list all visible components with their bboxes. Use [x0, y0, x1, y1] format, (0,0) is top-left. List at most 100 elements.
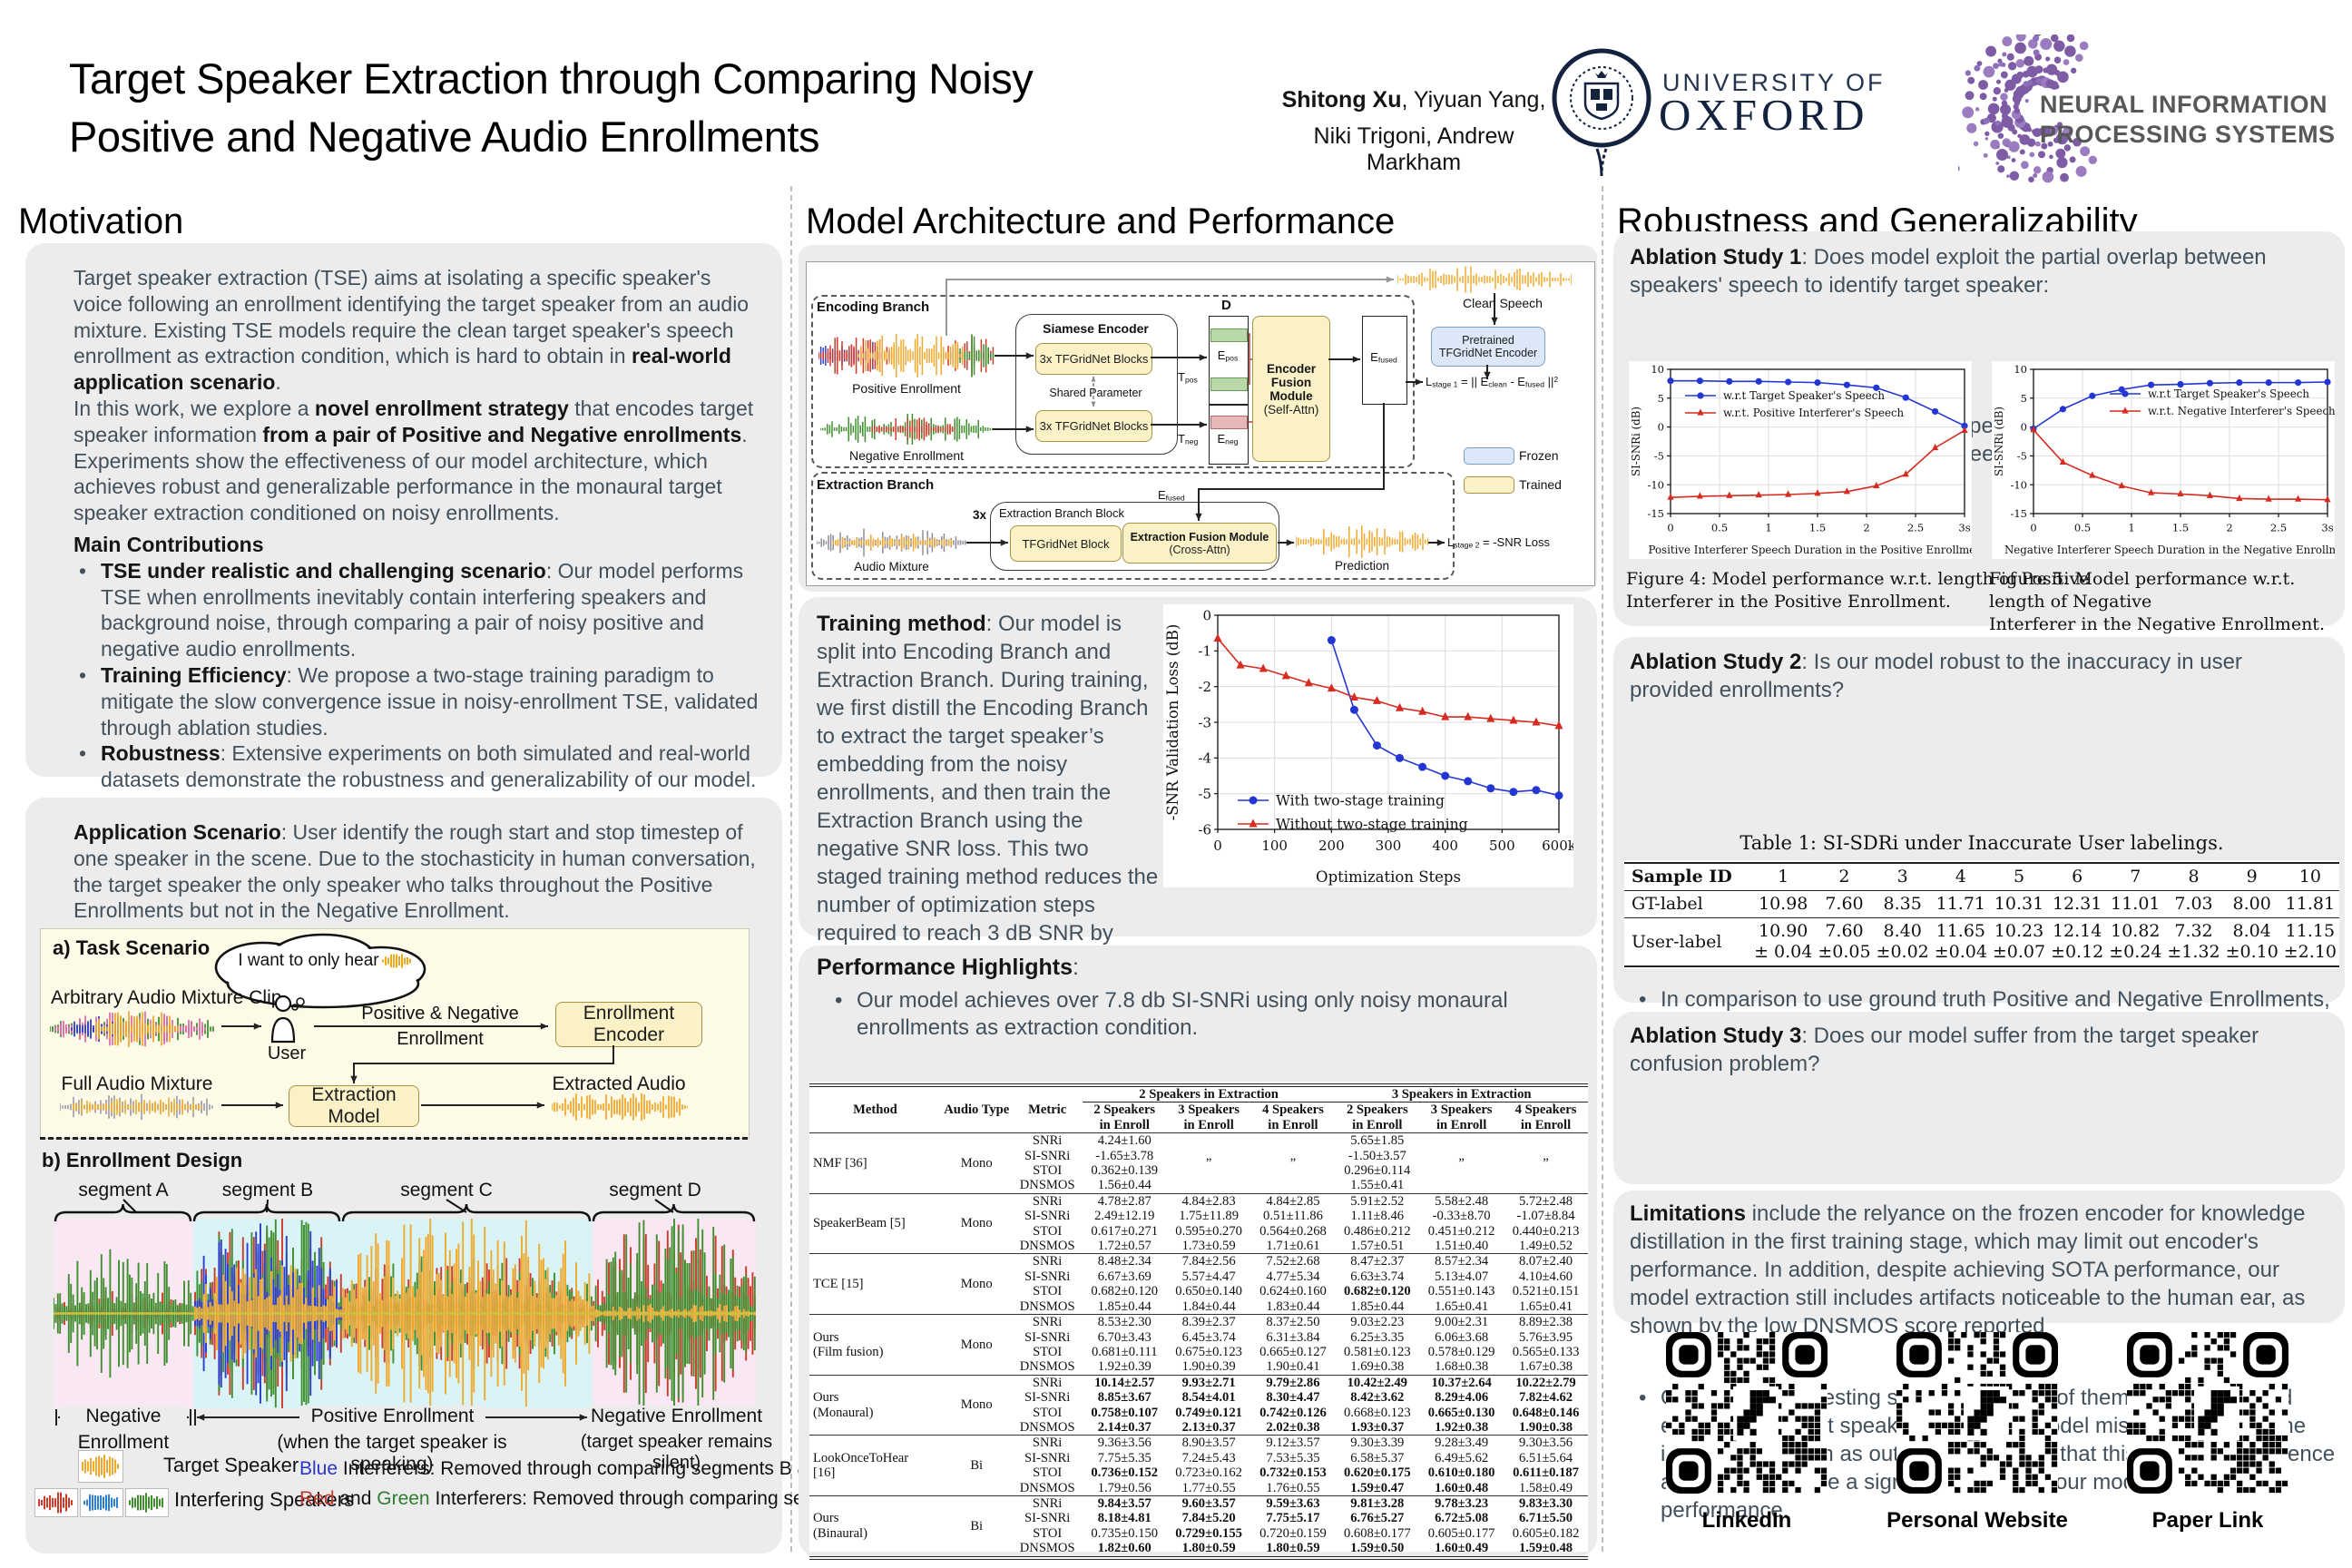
- extraction-model-label: Extraction Model: [311, 1084, 397, 1127]
- user-icon: [265, 995, 309, 1045]
- results-table: Method Audio Type Metric 2 Speakers in Extr…: [809, 1083, 1588, 1560]
- poster-title-line1: Target Speaker Extraction through Compar…: [69, 54, 1034, 103]
- svg-text:-4: -4: [1198, 750, 1211, 767]
- tfgridnet-block-label: TFGridNet Block: [1022, 536, 1110, 551]
- tfgridnet-blocks-top: 3x TFGridNet Blocks: [1035, 343, 1152, 375]
- svg-text:2.5: 2.5: [2270, 522, 2287, 534]
- svg-text:100: 100: [1261, 838, 1288, 854]
- svg-text:-10: -10: [2010, 478, 2027, 491]
- interferer-icon-blue: [80, 1488, 123, 1517]
- mixture-clip-waveform: [49, 1009, 215, 1049]
- training-paragraph: Training method: Our model is split into…: [817, 612, 1159, 974]
- siamese-encoder-label: Siamese Encoder: [1043, 321, 1149, 336]
- figure-divider: [40, 1137, 748, 1140]
- frozen-swatch: [1464, 447, 1514, 465]
- contribution-item: TSE under realistic and challenging scen…: [74, 558, 765, 662]
- svg-text:w.r.t. Negative Interferer's S: w.r.t. Negative Interferer's Speech: [2148, 405, 2335, 417]
- e-neg-strip: [1210, 416, 1248, 429]
- oxford-crest-logo: [1548, 42, 1655, 180]
- limitations-card: [1613, 1191, 2345, 1323]
- neurips-logo-line2: PROCESSING SYSTEMS: [2040, 121, 2336, 148]
- neurips-logo-swirl: [1953, 27, 2126, 184]
- neg-enroll-right-label1: Negative Enrollment: [588, 1406, 765, 1427]
- svg-text:w.r.t. Positive Interferer's S: w.r.t. Positive Interferer's Speech: [1723, 407, 1905, 419]
- svg-text:-6: -6: [1198, 821, 1211, 838]
- shared-parameter-label: Shared Parameter: [1049, 387, 1142, 399]
- legend-interfering-label: Interfering Speakers: [174, 1488, 355, 1511]
- trained-label: Trained: [1519, 477, 1562, 492]
- svg-text:0: 0: [1202, 607, 1211, 623]
- ablation3-card: [1613, 1012, 2345, 1184]
- e-neg-label: Eneg: [1217, 432, 1239, 446]
- user-labeling-table: Sample ID 1 2 3 4 5 6 7 8 9 10 GT-label 10.98 7.60 8.3…: [1624, 862, 2339, 967]
- svg-text:300: 300: [1376, 838, 1402, 854]
- svg-text:Positive Interferer Speech Dur: Positive Interferer Speech Duration in t…: [1648, 544, 1972, 556]
- figure4-chart: 0 0.5 1 1.5 2 2.5 3s 10 5 0 -5 -10 -15 Positive Inter…: [1629, 361, 1987, 559]
- limitations-paragraph: Limitations include the relyance on the …: [1630, 1201, 2306, 1338]
- full-mixture-waveform: [59, 1089, 214, 1125]
- stage2-loss-label: Lstage 2 = -SNR Loss: [1447, 535, 1551, 550]
- svg-text:2: 2: [1863, 522, 1869, 534]
- positive-enrollment-waveform: [818, 332, 995, 379]
- tfgridnet-blocks-label: 3x TFGridNet Blocks: [1039, 419, 1149, 433]
- extraction-fusion-box: Extraction Fusion Module (Cross-Attn): [1122, 523, 1277, 564]
- svg-text:-SNR Validation Loss (dB): -SNR Validation Loss (dB): [1164, 624, 1181, 821]
- extraction-branch-label: Extraction Branch: [817, 477, 935, 493]
- table1-panel: Sample ID 1 2 3 4 5 6 7 8 9 10 GT-label 10.98 7.60 8.3…: [1624, 860, 2339, 969]
- segment-label: segment A: [78, 1180, 169, 1200]
- segment-label: segment D: [609, 1180, 701, 1200]
- task-scenario-label: a) Task Scenario: [53, 936, 211, 959]
- svg-text:400: 400: [1432, 838, 1458, 854]
- training-chart: 0 100 200 300 400 500 600k 0 -1 -2 -3 -4 -5 -6 Optimiz…: [1163, 604, 1577, 887]
- legend-blue-note: Blue Interferers: Removed through compar…: [299, 1458, 829, 1479]
- frozen-label: Frozen: [1519, 448, 1559, 463]
- t-neg-label: Tneg: [1178, 432, 1199, 446]
- enrollment-waveform: [53, 1206, 756, 1421]
- column-divider-2: [1602, 186, 1603, 1552]
- full-mixture-label: Full Audio Mixture: [61, 1073, 213, 1094]
- pos-enroll-label1: Positive Enrollment: [299, 1406, 485, 1427]
- motivation-para1: Target speaker extraction (TSE) aims at …: [74, 266, 750, 395]
- d-label: D: [1221, 298, 1231, 313]
- ablation2-heading: Ablation Study 2: Is our model robust to…: [1630, 650, 2242, 702]
- performance-heading: Performance Highlights:: [817, 955, 1079, 980]
- qr-label-linkedin: LinkedIn: [1701, 1508, 1792, 1533]
- figure4-caption-l1: Figure 4: Model performance w.r.t. lengt…: [1626, 569, 2090, 589]
- svg-text:1.5: 1.5: [2172, 522, 2189, 534]
- svg-text:-5: -5: [1198, 786, 1211, 802]
- svg-text:Without two-stage training: Without two-stage training: [1276, 816, 1468, 832]
- svg-text:0: 0: [1658, 421, 1664, 434]
- positive-enrollment-label: Positive Enrollment: [852, 381, 961, 396]
- figure5-chart: 0 0.5 1 1.5 2 2.5 3s 10 5 0 -5 -10 -15 Negative Inter…: [1992, 361, 2352, 559]
- extraction-model-box: Extraction Model: [289, 1084, 419, 1127]
- authors-line1: Shitong Xu, Yiyuan Yang,: [1281, 87, 1546, 113]
- qr-code-linkedin: [1666, 1332, 1828, 1494]
- contribution-item: Robustness: Extensive experiments on bot…: [74, 740, 765, 793]
- e-pos-label: Epos: [1217, 348, 1239, 363]
- encoder-fusion-label: Encoder Fusion Module: [1266, 361, 1316, 403]
- extraction-block-label: Extraction Branch Block: [999, 506, 1125, 520]
- three-x-label: 3x: [973, 508, 987, 522]
- qr-code-paper-link: [2127, 1332, 2288, 1494]
- pretrained-label2: TFGridNet Encoder: [1438, 347, 1538, 359]
- encoder-fusion-sublabel: (Self-Attn): [1263, 402, 1319, 416]
- svg-text:-1: -1: [1198, 643, 1211, 660]
- svg-text:2.5: 2.5: [1907, 522, 1924, 534]
- qr-label-paper-link: Paper Link: [2151, 1508, 2264, 1533]
- enrollment-arrow-label1: Positive & Negative: [361, 1004, 519, 1024]
- tfgridnet-blocks-label: 3x TFGridNet Blocks: [1039, 352, 1149, 366]
- prediction-label: Prediction: [1334, 559, 1390, 573]
- extraction-branch-box: [811, 472, 1455, 580]
- svg-text:0: 0: [2030, 522, 2036, 534]
- contributions-heading: Main Contributions: [74, 532, 264, 556]
- e-fused-label: Efused: [1370, 350, 1397, 365]
- svg-text:-15: -15: [1647, 507, 1664, 520]
- legend-target-label: Target Speaker: [163, 1454, 299, 1476]
- svg-text:SI-SNRi (dB): SI-SNRi (dB): [1630, 407, 1642, 476]
- motivation-heading: Motivation: [18, 201, 184, 241]
- ablation1-heading: Ablation Study 1: Does model exploit the…: [1630, 245, 2267, 298]
- oxford-logo-line2: OXFORD: [1659, 90, 1869, 140]
- e-fused-wire-label: Efused: [1158, 488, 1185, 503]
- enrollment-encoder-box: Enrollment Encoder: [555, 1002, 702, 1047]
- encoder-fusion-box: Encoder Fusion Module (Self-Attn): [1252, 316, 1330, 462]
